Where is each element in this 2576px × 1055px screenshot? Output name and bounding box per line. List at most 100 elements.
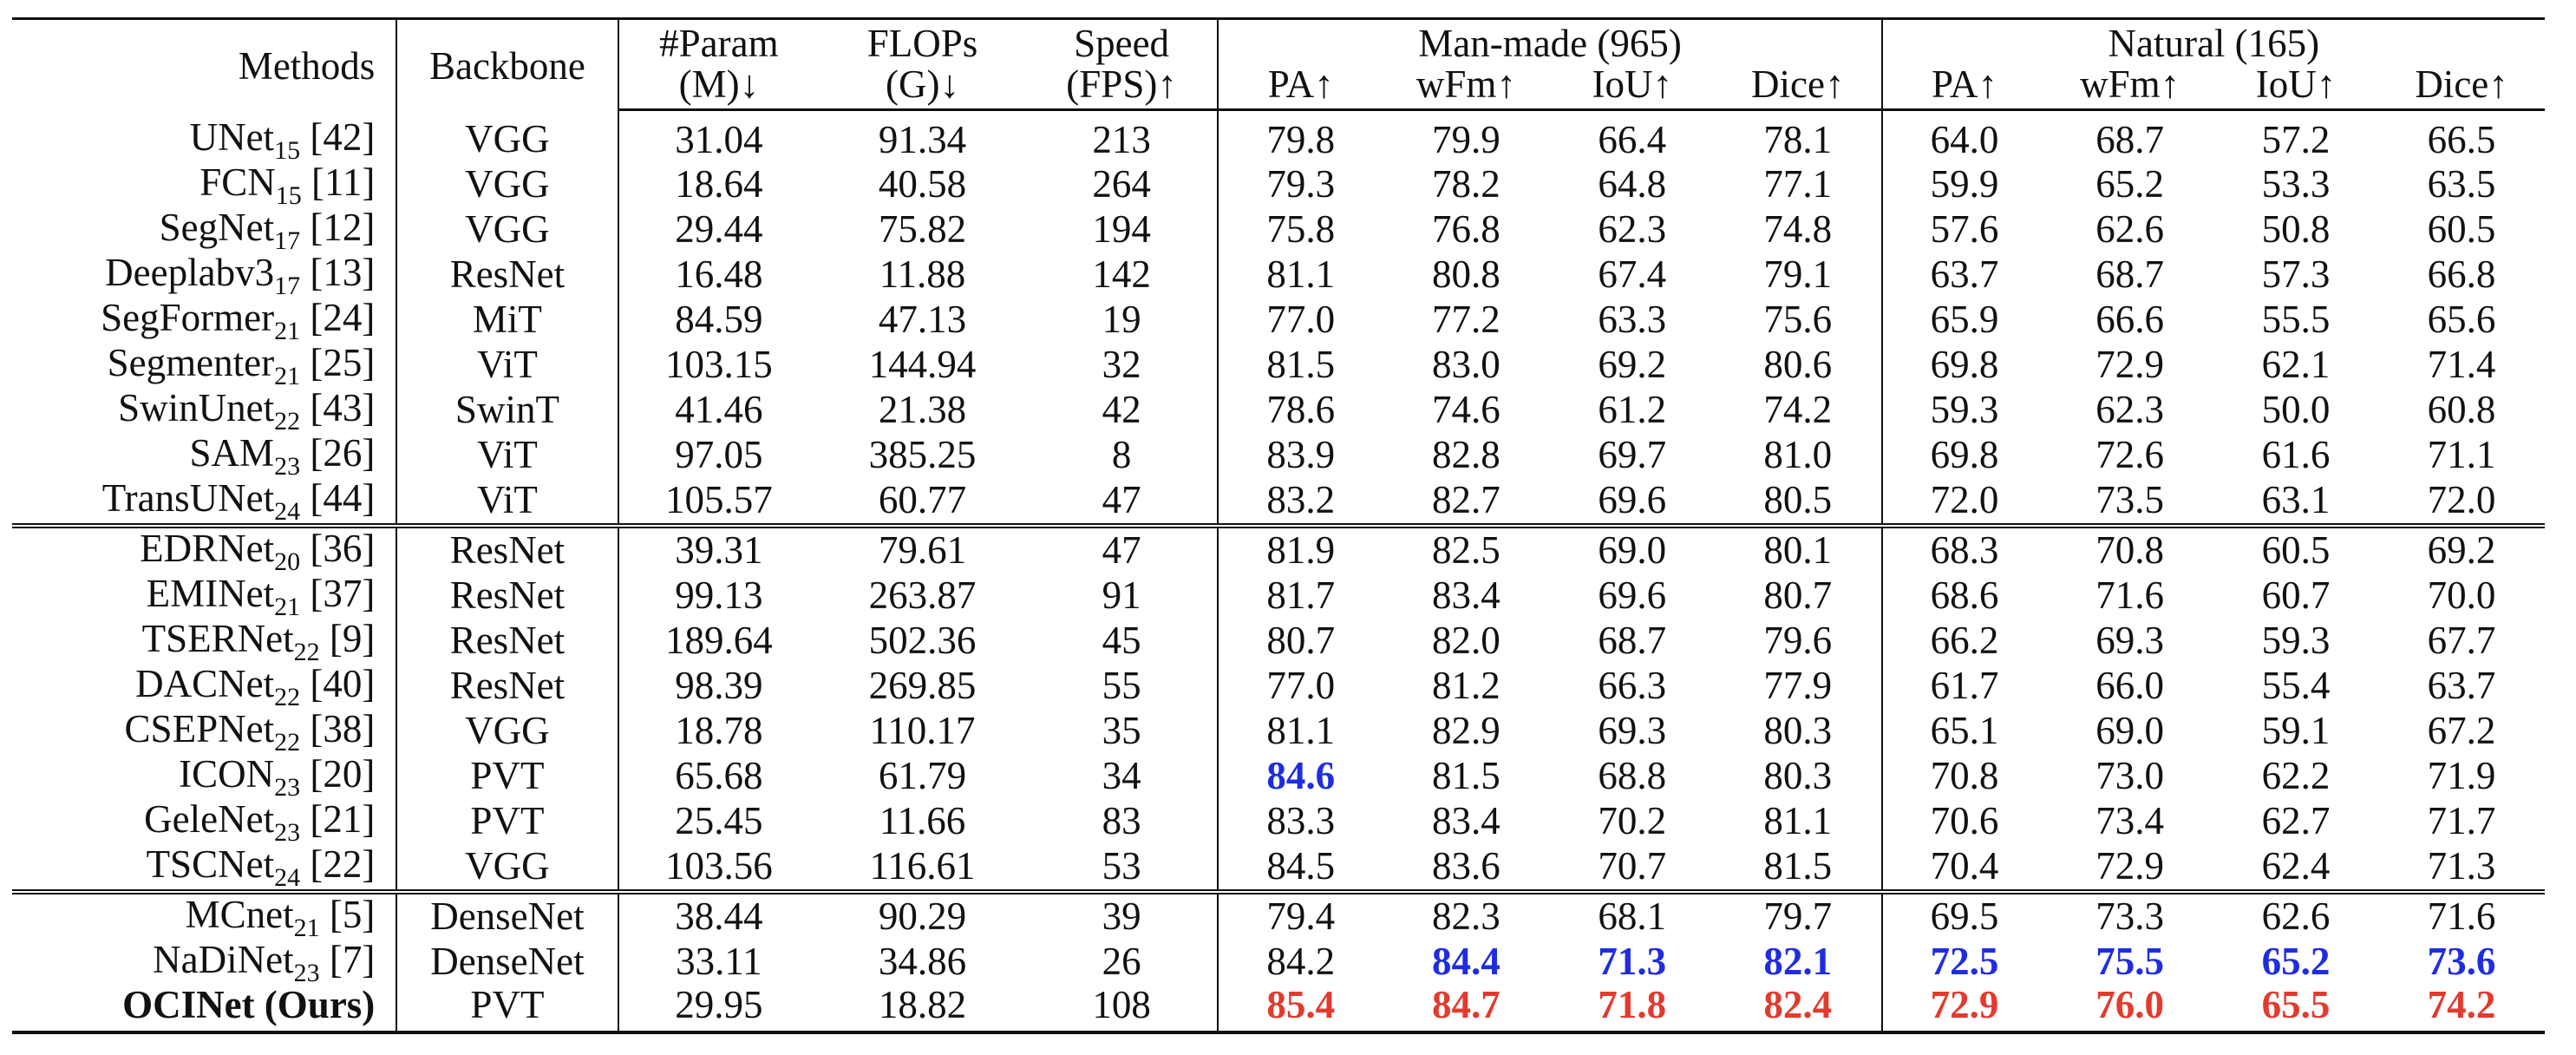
nat-metric-cell: 50.8 [2261,207,2331,251]
nat-metric-cell: 72.9 [2095,343,2164,386]
man-metric-cell: 81.1 [1714,798,1883,844]
col-nat-pa: PA↑ [1881,64,2047,111]
man-metric-cell: 81.1 [1266,709,1336,752]
method-name: FCN [199,160,276,204]
param-cell: 189.64 [665,619,773,662]
table-row: NaDiNet23 [7] DenseNet 33.11 34.86 26 84.2 84.… [12,937,2545,987]
table-row: EMINet21 [37] ResNet 99.13 263.87 91 81.7 83.4… [12,573,2545,621]
man-metric-cell: 70.7 [1598,844,1667,888]
man-metric-cell: 85.4 [1266,982,1336,1026]
man-metric-cell: 68.1 [1549,888,1715,940]
comparison-table: Methods Backbone #Param FLOPs Speed Man-… [12,17,2545,1034]
col-param: #Param [618,17,820,64]
method-name: NaDiNet [153,937,294,981]
method-year: 21 [274,592,301,621]
nat-metric-cell: 68.3 [1881,522,2047,573]
man-metric-cell: 63.3 [1598,298,1667,341]
man-metric-cell: 80.3 [1714,753,1883,799]
speed-cell: 213 [1025,109,1219,162]
flops-cell: 40.58 [878,162,967,206]
man-metric-cell: 80.5 [1714,477,1883,526]
nat-metric-cell: 71.4 [2427,343,2496,386]
col-nat-wfm: wFm↑ [2046,64,2213,111]
flops-cell: 269.85 [868,664,977,707]
method-name: MCnet [185,892,294,936]
man-metric-cell: 80.6 [1714,342,1883,388]
nat-metric-cell: 60.5 [2213,522,2379,573]
nat-metric-cell: 69.8 [1930,433,1999,476]
method-year: 24 [274,496,301,526]
man-metric-cell: 71.3 [1598,940,1667,983]
man-metric-cell: 74.2 [1714,387,1883,433]
backbone-cell: ViT [396,477,619,526]
method-cell: GeleNet23 [21] [12,798,398,847]
man-metric-cell: 83.0 [1431,343,1500,386]
backbone-cell: DenseNet [396,888,619,940]
speed-cell: 142 [1025,252,1219,298]
method-name: TSERNet [141,616,294,660]
method-ref: [9] [329,616,376,660]
table-row: SwinUnet22 [43] SwinT 41.46 21.38 42 78.6 74.6… [12,387,2545,436]
col-man-dice: Dice↑ [1714,64,1883,111]
table-row: EDRNet20 [36] ResNet 39.31 79.61 47 81.9 82.5 6… [12,522,2545,576]
method-name: UNet [189,115,275,159]
param-cell: 103.15 [665,343,773,386]
method-name: SAM [189,430,275,475]
flops-cell: 61.79 [878,754,967,797]
method-ref: [5] [329,892,376,936]
nat-metric-cell: 63.7 [1930,252,1999,296]
method-year: 20 [274,547,301,576]
nat-metric-cell: 57.3 [2261,252,2331,296]
man-metric-cell: 84.5 [1266,844,1336,888]
man-metric-cell: 83.4 [1431,799,1500,842]
man-metric-cell: 81.2 [1431,664,1500,707]
backbone-cell: ResNet [396,522,619,573]
nat-metric-cell: 71.9 [2427,754,2496,797]
nat-metric-cell: 69.0 [2095,709,2164,752]
method-name: Deeplabv3 [105,250,275,294]
group-man-made: Man-made (965) [1218,17,1883,64]
param-cell: 18.64 [675,162,763,206]
method-cell: TSERNet22 [9] [12,616,398,666]
flops-cell: 110.17 [869,709,976,752]
table-row: TSCNet24 [22] VGG 103.56 116.61 53 84.5 83.6 70… [12,842,2545,892]
table-row: FCN15 [11] VGG 18.64 40.58 264 79.3 78.2 64.8 77… [12,160,2545,210]
man-metric-cell: 74.6 [1431,388,1500,431]
table-row: SegFormer21 [24] MiT 84.59 47.13 19 77.0 77.2 6… [12,295,2545,345]
param-cell: 103.56 [665,844,773,888]
nat-metric-cell: 71.7 [2427,799,2496,842]
man-metric-cell: 79.9 [1431,117,1500,161]
flops-cell: 11.66 [879,799,966,842]
backbone-cell: ViT [396,432,619,478]
nat-metric-cell: 68.7 [2095,117,2164,161]
nat-metric-cell: 67.7 [2427,619,2496,662]
method-ref: [24] [310,295,376,339]
flops-cell: 79.61 [819,522,1026,573]
speed-cell: 55 [1025,663,1219,709]
nat-metric-cell: 59.9 [1930,162,1999,206]
nat-metric-cell: 65.1 [1930,709,1999,752]
table-body: UNet15 [42] VGG 31.04 91.34 213 79.8 79.9 66.4 7… [12,109,2545,1032]
method-name: SegFormer [101,295,275,339]
method-name: TransUNet [101,475,275,520]
table-row: CSEPNet22 [38] VGG 18.78 110.17 35 81.1 82.9 69… [12,708,2545,757]
header-row-1: Methods Backbone #Param FLOPs Speed Man-… [12,17,2545,110]
speed-cell: 47 [1025,477,1219,526]
man-metric-cell: 77.0 [1266,298,1336,341]
nat-metric-cell: 60.8 [2427,388,2496,431]
nat-metric-cell: 68.7 [2095,252,2164,296]
param-cell: 84.59 [675,298,763,341]
method-name: DACNet [135,661,275,705]
backbone-cell: PVT [396,984,619,1032]
man-metric-cell: 69.3 [1598,709,1667,752]
flops-cell: 75.82 [878,207,967,251]
man-metric-cell: 78.6 [1266,388,1336,431]
man-metric-cell: 84.4 [1431,940,1500,983]
backbone-cell: PVT [396,753,619,799]
method-cell: NaDiNet23 [7] [12,937,398,987]
nat-metric-cell: 72.0 [1930,478,1999,521]
backbone-cell: PVT [396,798,619,844]
nat-metric-cell: 63.5 [2427,162,2496,206]
method-name: TSCNet [146,842,275,886]
nat-metric-cell: 66.0 [2095,664,2164,707]
